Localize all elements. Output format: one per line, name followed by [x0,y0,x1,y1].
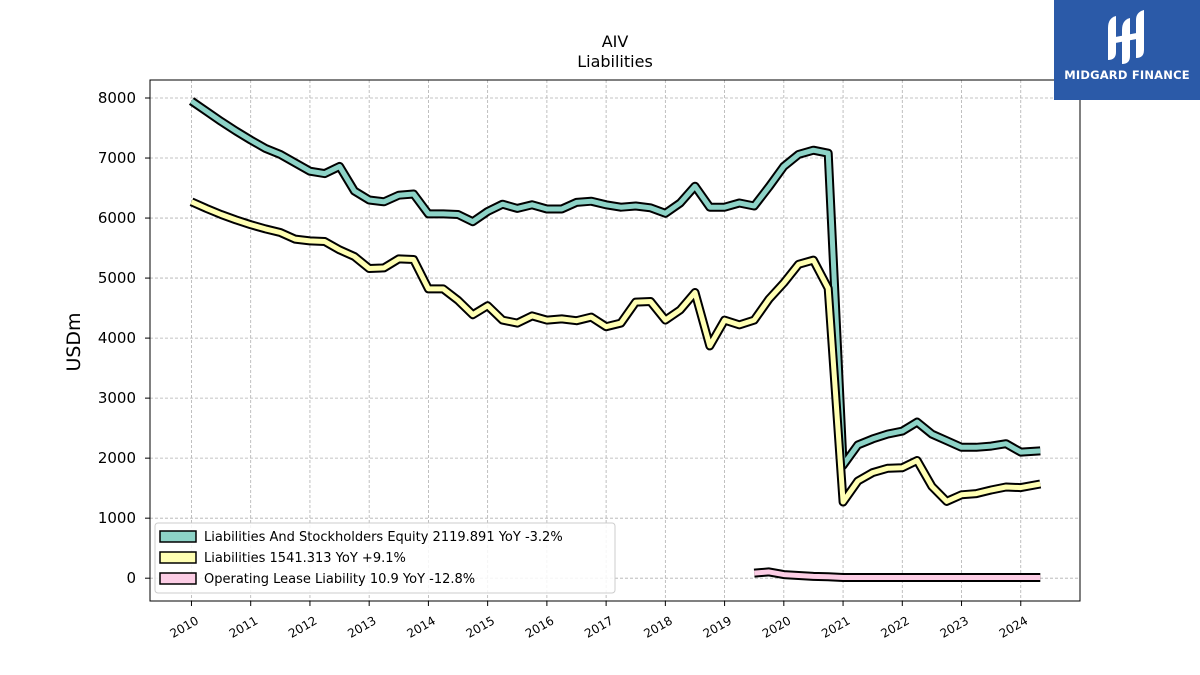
x-tick-label: 2015 [464,613,497,640]
x-tick-label: 2019 [701,613,734,640]
logo-mark-icon [1108,10,1144,64]
legend-swatch-1 [159,551,197,564]
x-tick-label: 2018 [641,613,674,640]
x-tick-label: 2016 [523,613,556,640]
y-tick-label: 7000 [98,149,136,167]
series-line-2 [753,569,1041,580]
y-axis: 0 1000 2000 3000 4000 5000 6000 7000 8000 [98,89,150,587]
x-tick-label: 2013 [345,613,378,640]
y-tick-label: 1000 [98,509,136,527]
y-tick-label: 8000 [98,89,136,107]
x-tick-label: 2022 [878,613,911,640]
y-axis-title: USDm [63,312,85,371]
y-tick-label: 5000 [98,269,136,287]
legend-swatch-2 [159,572,197,585]
x-tick-label: 2023 [938,613,971,640]
series-line-0 [190,98,1041,468]
legend-label-2: Operating Lease Liability 10.9 YoY -12.8… [204,572,475,587]
x-axis: 2010 2011 2012 2013 2014 2015 2016 2017 2018 2019… [168,601,1030,641]
legend-swatch-0 [159,530,197,543]
brand-logo: MIDGARD FINANCE [1054,0,1200,100]
legend-label-1: Liabilities 1541.313 YoY +9.1% [204,551,406,566]
y-tick-label: 3000 [98,389,136,407]
x-tick-label: 2014 [404,613,437,640]
x-tick-label: 2010 [168,613,201,640]
x-tick-label: 2011 [227,613,260,640]
chart-title: AIV [602,32,629,51]
legend-frame [154,522,616,594]
series-lines [188,97,1042,582]
x-tick-label: 2024 [997,613,1030,640]
y-tick-label: 4000 [98,329,136,347]
chart-subtitle: Liabilities [577,52,653,71]
y-tick-label: 2000 [98,449,136,467]
plot-frame [149,79,1081,602]
legend: Liabilities And Stockholders Equity 2119… [154,522,616,594]
logo-text: MIDGARD FINANCE [1064,68,1190,82]
x-tick-label: 2017 [582,613,615,640]
y-tick-label: 6000 [98,209,136,227]
x-tick-label: 2012 [286,613,319,640]
legend-label-0: Liabilities And Stockholders Equity 2119… [204,530,563,545]
x-tick-label: 2020 [760,613,793,640]
series-outline-0 [188,97,1041,470]
series-line-1 [190,199,1041,505]
series-outline-1 [189,197,1042,507]
x-tick-label: 2021 [819,613,852,640]
y-tick-label: 0 [126,569,136,587]
